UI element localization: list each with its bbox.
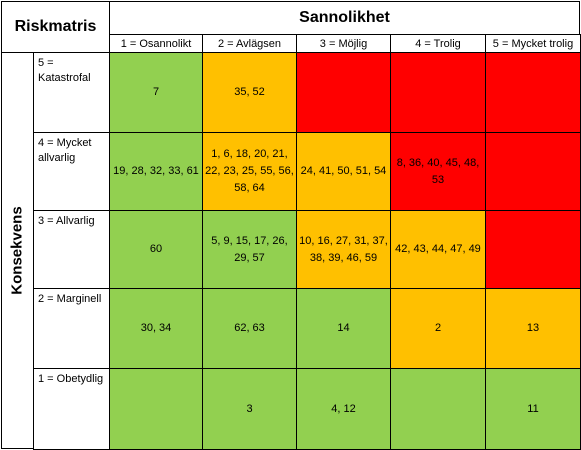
matrix-cell-c3-s2-text: 5, 9, 15, 17, 26, 29, 57	[211, 234, 288, 264]
matrix-cell-c1-s1	[109, 368, 203, 450]
matrix-cell-c1-s5: 11	[485, 368, 581, 450]
matrix-cell-c4-s4: 8, 36, 40, 45, 48, 53	[390, 132, 486, 211]
matrix-cell-c1-s2: 3	[202, 368, 297, 450]
row-label-2-text: 2 = Marginell	[38, 293, 102, 305]
matrix-cell-c4-s5	[485, 132, 581, 211]
x-axis-title: Sannolikhet	[109, 1, 580, 35]
matrix-cell-c5-s3	[296, 52, 391, 133]
matrix-cell-c4-s4-text: 8, 36, 40, 45, 48, 53	[396, 156, 480, 186]
column-header-3: 3 = Möjlig	[296, 34, 391, 53]
matrix-cell-c5-s2-text: 35, 52	[234, 86, 265, 98]
row-label-3: 3 = Allvarlig	[33, 210, 110, 289]
matrix-cell-c2-s4: 2	[390, 288, 486, 369]
row-label-2: 2 = Marginell	[33, 288, 110, 369]
matrix-cell-c2-s1: 30, 34	[109, 288, 203, 369]
matrix-cell-c5-s1: 7	[109, 52, 203, 133]
matrix-cell-c4-s1-text: 19, 28, 32, 33, 61	[113, 165, 199, 177]
matrix-cell-c5-s5	[485, 52, 581, 133]
y-axis-title: Konsekvens	[1, 52, 34, 449]
column-header-3-text: 3 = Möjlig	[319, 37, 368, 50]
matrix-cell-c2-s5: 13	[485, 288, 581, 369]
matrix-cell-c1-s2-text: 3	[246, 402, 253, 415]
matrix-cell-c4-s2-text: 1, 6, 18, 20, 21, 22, 23, 25, 55, 56, 58…	[205, 148, 294, 194]
matrix-cell-c1-s3-text: 4, 12	[331, 402, 356, 415]
column-header-1: 1 = Osannolikt	[109, 34, 203, 53]
matrix-cell-c5-s1-text: 7	[152, 86, 160, 98]
matrix-cell-c1-s5-text: 11	[527, 402, 539, 415]
matrix-cell-c2-s3: 14	[296, 288, 391, 369]
row-label-5-text: 5 = Katastrofal	[38, 57, 91, 84]
matrix-cell-c2-s5-text: 13	[526, 322, 540, 334]
matrix-cell-c1-s4	[390, 368, 486, 450]
row-label-1-text: 1 = Obetydlig	[38, 373, 104, 385]
row-label-3-text: 3 = Allvarlig	[38, 215, 95, 227]
matrix-cell-c3-s5	[485, 210, 581, 289]
row-label-5: 5 = Katastrofal	[33, 52, 110, 133]
matrix-cell-c5-s2: 35, 52	[202, 52, 297, 133]
column-header-2-text: 2 = Avlägsen	[217, 37, 282, 50]
column-header-5: 5 = Mycket trolig	[485, 34, 581, 53]
matrix-cell-c2-s2-text: 62, 63	[234, 322, 265, 334]
matrix-cell-c5-s4	[390, 52, 486, 133]
matrix-cell-c3-s4-text: 42, 43, 44, 47, 49	[395, 243, 481, 255]
row-label-4-text: 4 = Mycket allvarlig	[38, 137, 92, 164]
column-header-1-text: 1 = Osannolikt	[120, 37, 192, 50]
column-header-5-text: 5 = Mycket trolig	[492, 37, 574, 50]
matrix-cell-c2-s3-text: 14	[337, 322, 350, 334]
matrix-cell-c3-s3-text: 10, 16, 27, 31, 37, 38, 39, 46, 59	[299, 234, 388, 264]
matrix-cell-c3-s3: 10, 16, 27, 31, 37, 38, 39, 46, 59	[296, 210, 391, 289]
column-header-2: 2 = Avlägsen	[202, 34, 297, 53]
matrix-cell-c3-s2: 5, 9, 15, 17, 26, 29, 57	[202, 210, 297, 289]
matrix-cell-c4-s1: 19, 28, 32, 33, 61	[109, 132, 203, 211]
matrix-cell-c3-s4: 42, 43, 44, 47, 49	[390, 210, 486, 289]
matrix-cell-c4-s3-text: 24, 41, 50, 51, 54	[300, 165, 387, 177]
matrix-cell-c3-s1: 60	[109, 210, 203, 289]
matrix-cell-c2-s1-text: 30, 34	[140, 322, 172, 334]
matrix-cell-c2-s4-text: 2	[434, 322, 442, 334]
matrix-cell-c3-s1-text: 60	[149, 243, 163, 255]
matrix-corner-blank	[33, 34, 110, 53]
column-header-4-text: 4 = Trolig	[415, 37, 461, 50]
matrix-cell-c4-s3: 24, 41, 50, 51, 54	[296, 132, 391, 211]
column-header-4: 4 = Trolig	[390, 34, 486, 53]
matrix-cell-c1-s3: 4, 12	[296, 368, 391, 450]
matrix-cell-c4-s2: 1, 6, 18, 20, 21, 22, 23, 25, 55, 56, 58…	[202, 132, 297, 211]
matrix-cell-c2-s2: 62, 63	[202, 288, 297, 369]
row-label-4: 4 = Mycket allvarlig	[33, 132, 110, 211]
row-label-1: 1 = Obetydlig	[33, 368, 110, 450]
